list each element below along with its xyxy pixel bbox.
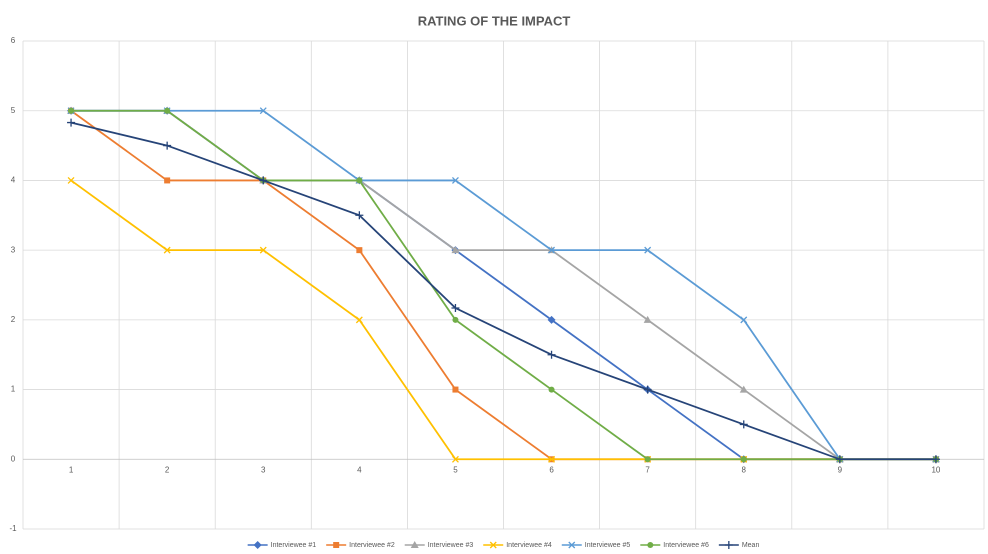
marker [452, 386, 459, 393]
y-tick-label: 6 [11, 36, 16, 45]
marker [164, 107, 171, 114]
marker [410, 541, 419, 548]
marker [67, 118, 76, 127]
marker [643, 315, 652, 323]
x-tick-label: 2 [165, 465, 170, 474]
legend-item: Interviewee #3 [404, 541, 474, 549]
marker [355, 316, 363, 324]
marker [333, 542, 340, 548]
legend-item: Interviewee #2 [326, 542, 395, 549]
marker [68, 107, 75, 114]
marker [163, 141, 172, 150]
marker [740, 456, 747, 463]
y-tick-label: -1 [9, 524, 17, 533]
legend-label: Mean [742, 542, 760, 549]
x-tick-label: 6 [549, 465, 554, 474]
marker [739, 420, 748, 429]
marker [739, 385, 748, 393]
marker [644, 246, 652, 254]
y-tick-label: 1 [11, 385, 16, 394]
marker [643, 385, 652, 394]
legend: Interviewee #1 Interviewee #2 Interviewee … [247, 541, 760, 549]
marker [548, 246, 556, 254]
marker [740, 316, 748, 324]
marker [356, 247, 363, 254]
legend-item: Mean [718, 541, 760, 549]
marker [164, 177, 171, 184]
x-tick-label: 1 [69, 465, 74, 474]
legend-label: Interviewee #3 [428, 542, 474, 549]
legend-label: Interviewee #4 [506, 542, 552, 549]
x-tick-label: 3 [261, 465, 266, 474]
marker [647, 542, 654, 548]
legend-item: Interviewee #1 [247, 541, 317, 549]
x-tick-label: 5 [453, 465, 458, 474]
y-tick-label: 5 [11, 106, 16, 115]
marker [452, 316, 459, 323]
marker [67, 176, 75, 184]
x-tick-label: 8 [742, 465, 747, 474]
marker [259, 246, 267, 254]
marker [724, 541, 733, 549]
legend-label: Interviewee #1 [271, 542, 317, 549]
x-tick-label: 9 [838, 465, 843, 474]
series-line [70, 121, 936, 461]
marker [489, 541, 497, 549]
marker [451, 246, 460, 254]
series-line [71, 109, 936, 461]
legend-item: Interviewee #6 [640, 542, 709, 549]
legend-item: Interviewee #5 [561, 541, 631, 549]
marker [547, 315, 556, 324]
series-line [71, 109, 936, 461]
marker [259, 176, 268, 185]
marker [835, 455, 844, 464]
legend-item: Interviewee #4 [483, 541, 552, 549]
legend-label: Interviewee #6 [663, 542, 709, 549]
marker [547, 350, 556, 359]
marker [356, 177, 363, 184]
x-tick-label: 7 [645, 465, 650, 474]
x-tick-label: 4 [357, 465, 362, 474]
marker [451, 304, 460, 313]
marker [548, 386, 555, 393]
marker [931, 455, 940, 464]
legend-label: Interviewee #5 [585, 542, 631, 549]
marker [355, 211, 364, 220]
y-tick-label: 2 [11, 315, 16, 324]
marker [253, 541, 262, 549]
chart-title: RATING OF THE IMPACT [418, 13, 571, 28]
y-tick-label: 3 [11, 245, 16, 254]
y-tick-label: 0 [11, 454, 16, 463]
marker [163, 246, 171, 254]
marker [568, 541, 576, 549]
marker [644, 456, 651, 463]
marker [451, 176, 459, 184]
marker [451, 455, 459, 463]
marker [548, 455, 556, 463]
legend-label: Interviewee #2 [349, 542, 395, 549]
marker [259, 107, 267, 115]
y-tick-label: 4 [11, 176, 16, 185]
x-tick-label: 10 [931, 465, 940, 474]
